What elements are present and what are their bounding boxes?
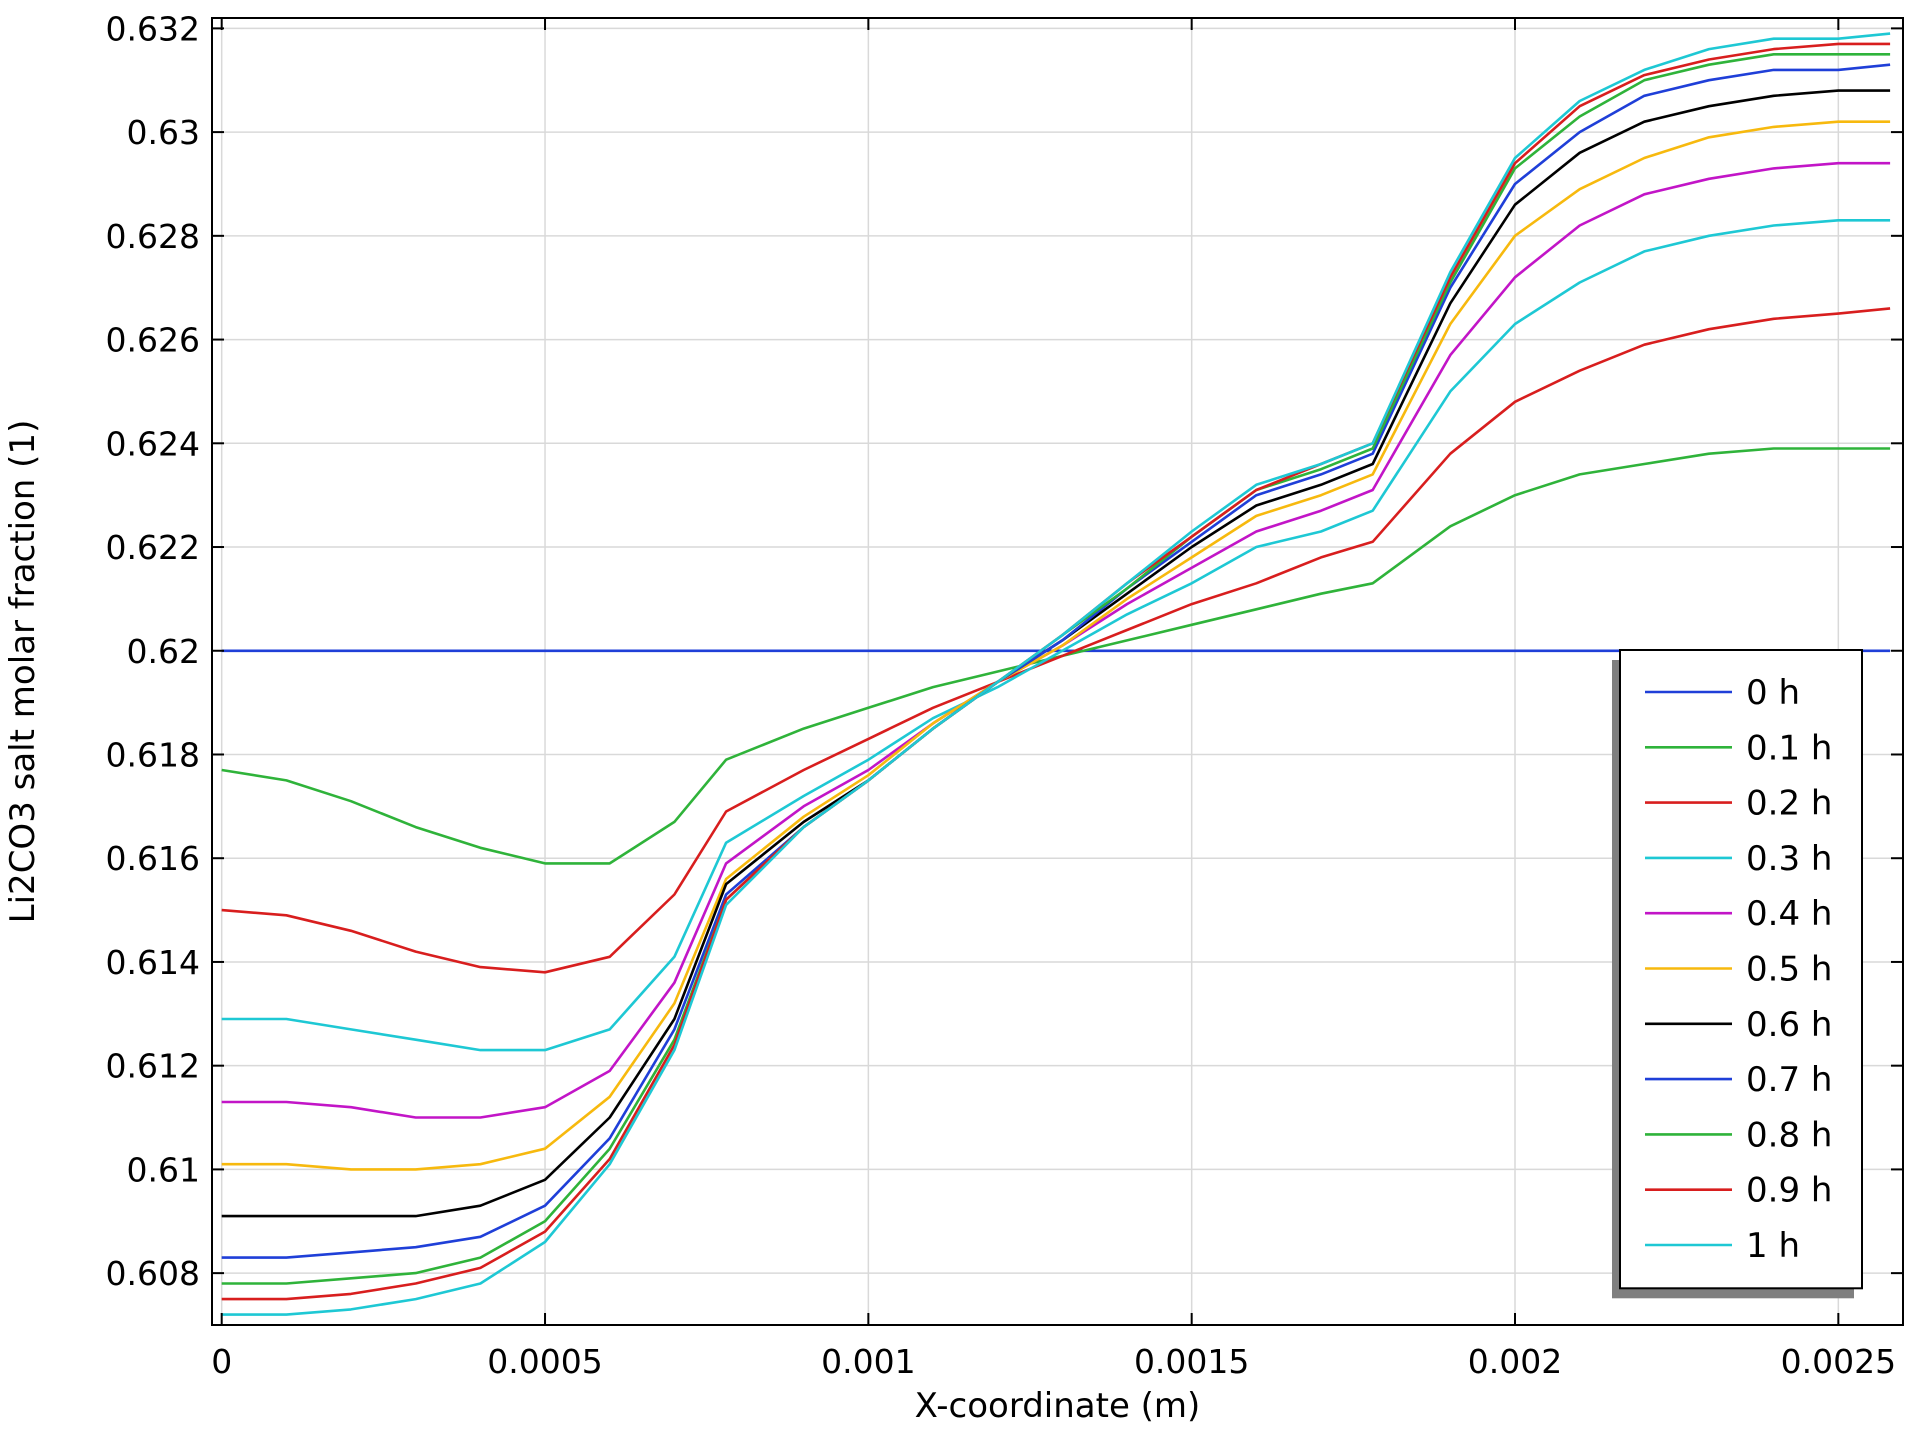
legend-label-7: 0.7 h xyxy=(1746,1060,1832,1100)
legend-label-3: 0.3 h xyxy=(1746,839,1832,879)
y-tick-label: 0.62 xyxy=(127,632,200,671)
y-tick-label: 0.624 xyxy=(106,424,200,463)
plot-area-frame xyxy=(211,17,1904,1326)
x-axis-title: X-coordinate (m) xyxy=(915,1386,1201,1426)
legend-label-5: 0.5 h xyxy=(1746,950,1832,990)
y-tick-label: 0.608 xyxy=(106,1254,200,1293)
x-tick-label: 0.001 xyxy=(821,1342,915,1381)
y-tick-label: 0.61 xyxy=(127,1150,200,1189)
y-axis: 0.608 0.61 0.612 0.614 0.616 0.618 0.62 0.622 0.… xyxy=(106,9,1903,1293)
y-tick-label: 0.626 xyxy=(106,321,200,360)
y-tick-label: 0.614 xyxy=(106,943,200,982)
legend-label-8: 0.8 h xyxy=(1746,1115,1832,1155)
series-line-5 xyxy=(221,120,1891,1171)
series-line-2 xyxy=(221,307,1891,974)
series-line-7 xyxy=(221,63,1891,1259)
y-tick-label: 0.628 xyxy=(106,217,200,256)
x-tick-label: 0 xyxy=(211,1342,232,1381)
x-tick-label: 0.0015 xyxy=(1134,1342,1249,1381)
y-tick-label: 0.632 xyxy=(106,9,200,48)
x-tick-label: 0.002 xyxy=(1468,1342,1562,1381)
legend-label-4: 0.4 h xyxy=(1746,894,1832,934)
x-tick-label: 0.0005 xyxy=(487,1342,602,1381)
y-tick-label: 0.618 xyxy=(106,735,200,774)
y-tick-label: 0.63 xyxy=(127,113,200,152)
series-line-10 xyxy=(221,32,1891,1316)
x-axis: 0 0.0005 0.001 0.0015 0.002 0.0025 xyxy=(211,18,1896,1381)
legend-label-9: 0.9 h xyxy=(1746,1171,1832,1211)
legend-label-0: 0 h xyxy=(1746,673,1800,713)
legend-label-2: 0.2 h xyxy=(1746,784,1832,824)
x-tick-label: 0.0025 xyxy=(1781,1342,1896,1381)
y-tick-label: 0.616 xyxy=(106,839,200,878)
series-line-3 xyxy=(221,219,1891,1052)
legend-label-10: 1 h xyxy=(1746,1226,1800,1266)
legend-label-1: 0.1 h xyxy=(1746,728,1832,768)
y-tick-label: 0.612 xyxy=(106,1047,200,1086)
legend-label-6: 0.6 h xyxy=(1746,1005,1832,1045)
series-lines xyxy=(221,32,1891,1316)
y-axis-title: Li2CO3 salt molar fraction (1) xyxy=(3,420,43,924)
legend: 0 h 0.1 h 0.2 h 0.3 h 0.4 h 0.5 h 0.6 h 0.7 h 0.… xyxy=(1612,649,1863,1299)
y-tick-label: 0.622 xyxy=(106,528,200,567)
